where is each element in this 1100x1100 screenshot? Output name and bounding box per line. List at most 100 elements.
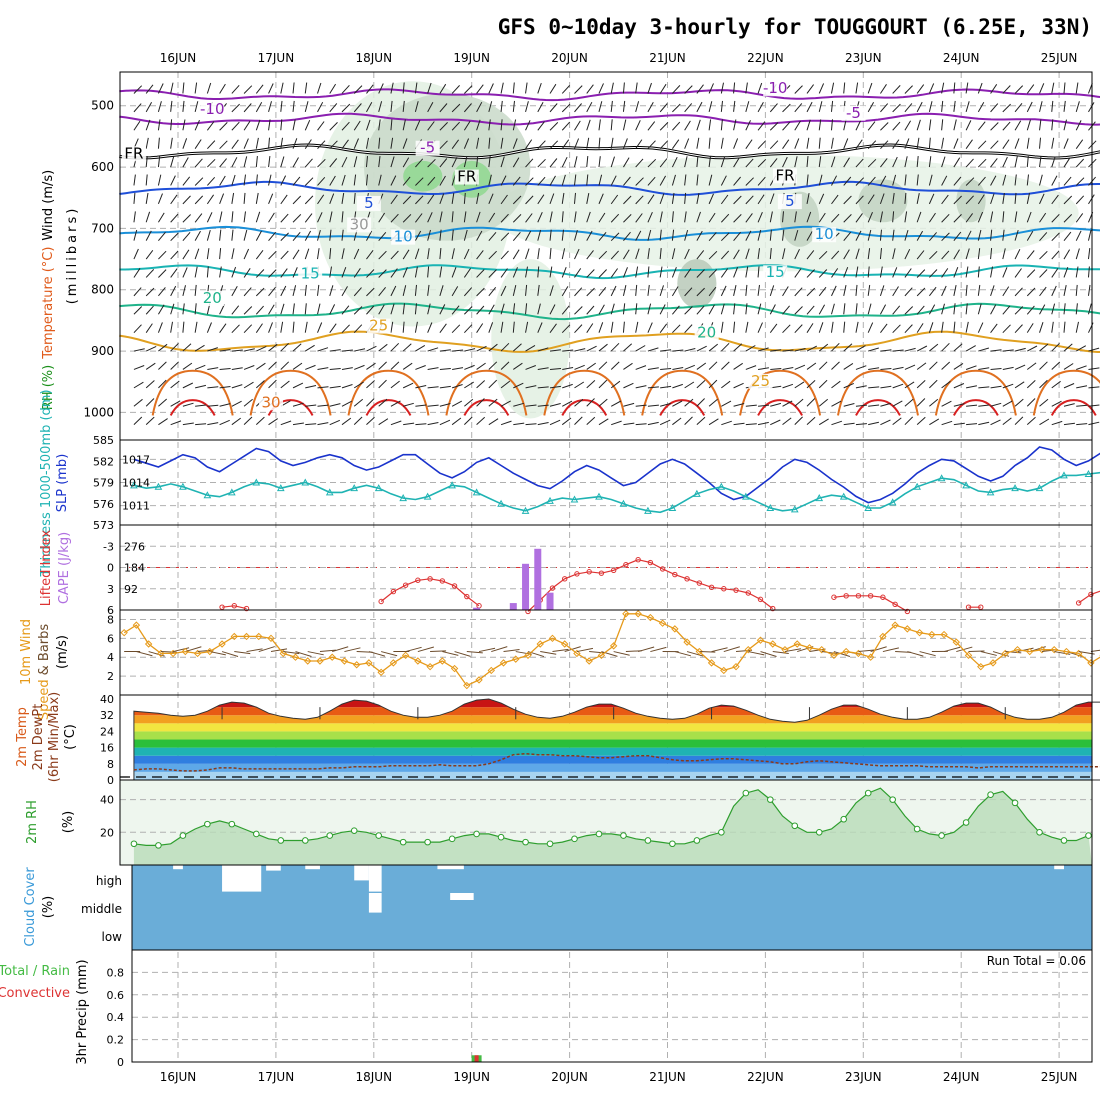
wind-barb [708,379,718,389]
wind-barb [806,323,814,333]
wind-barb [207,367,219,370]
wind-barb [463,268,472,278]
wind-barb [255,174,258,186]
wind-barb [353,120,361,131]
wind-barb [904,324,913,334]
wind-barb [329,403,341,407]
wind-barb [757,176,766,186]
wind-barb [256,345,267,352]
wind-barb [231,305,240,315]
wind-barb [353,192,356,204]
temp-band [133,715,1092,724]
wind-barb [757,212,763,223]
wind-barb [635,303,638,315]
wind-barb [818,418,829,426]
wind-barb [365,156,368,168]
wind-speed-point [1050,645,1058,654]
wind-barb [280,303,285,315]
wind-barb [647,284,650,296]
wind-barb [145,102,153,113]
wind-barb [366,101,373,113]
slp-tick-label: 1014 [122,477,150,490]
wind-barb [1051,82,1055,94]
wind-barb [488,137,491,149]
wind-barb [341,324,350,334]
wind-speed-point [683,638,691,646]
wind-barb [1014,248,1021,260]
wind-barb-10m [748,651,765,656]
wind-barb [831,303,835,315]
wind-barb [268,322,273,333]
precip-tick-label: 0.4 [107,1011,125,1024]
wind-barb [170,420,182,426]
wind-barb [892,366,904,370]
wind-barb [145,192,149,204]
wind-barb [304,321,308,333]
wind-barb [317,194,325,205]
wind-barb [476,362,486,370]
wind-barb [206,212,213,223]
wind-ylabel-part: 10m Wind [19,619,34,685]
wind-barb [500,361,510,370]
wind-barb [745,120,751,131]
wind-barb [365,137,369,149]
wind-barb [806,250,815,260]
contour-label: 10 [394,228,413,246]
wind-barb [525,230,532,241]
rh-point [571,835,578,843]
wind-barb [659,122,669,131]
wind-barb [610,268,619,278]
li-point [904,608,911,615]
temp-band [133,755,1092,764]
wind-barb [745,139,753,149]
wind-barb [512,321,515,333]
wind-barb [928,101,933,112]
pressure-tick-label: 700 [91,221,114,235]
wind-barb [623,176,631,186]
wind-barb-10m [1090,649,1100,653]
wind-barb-10m [711,647,728,653]
wind-barb [280,420,292,426]
wind-barb [843,343,853,352]
wind-barb [537,422,549,426]
wind-barb [292,100,295,112]
wind-barb [965,213,974,223]
wind-barb [794,229,799,241]
wind-barb [855,248,860,260]
wind-barb-10m [735,649,753,653]
contour-label-bg [200,291,225,306]
wind-barb [990,175,997,186]
wind-barb [402,362,413,370]
wind-barb [953,362,964,370]
wind-barb [549,349,561,352]
wind-barb [549,285,554,297]
wind-barb [647,121,656,131]
wind-barb [880,103,889,113]
wind-barb [1075,266,1079,278]
wind-speed-point [242,632,251,641]
wind-barb [366,416,375,426]
wind-barb [525,423,537,426]
wind-barb [243,381,254,389]
wind-barb [671,156,678,168]
wind-barb [708,398,718,407]
wind-barb [255,249,264,260]
wind-barb [537,194,545,205]
wind-barb [231,157,238,168]
wind-barb [769,193,775,205]
wind-barb [378,101,383,112]
wind-barb [427,284,430,296]
wind-barb [574,138,580,149]
wind-barb [427,404,439,407]
wind-barb [219,403,231,407]
wind-barb [329,122,338,131]
li-point [623,561,629,568]
wind-barb [684,287,693,297]
freezing-line-inner [119,144,1100,159]
wind-barb [537,121,545,131]
wind-barb [757,266,760,278]
contour-label: 30 [261,393,280,411]
wind-barb [782,229,785,241]
wind-speed-point [1013,645,1022,654]
